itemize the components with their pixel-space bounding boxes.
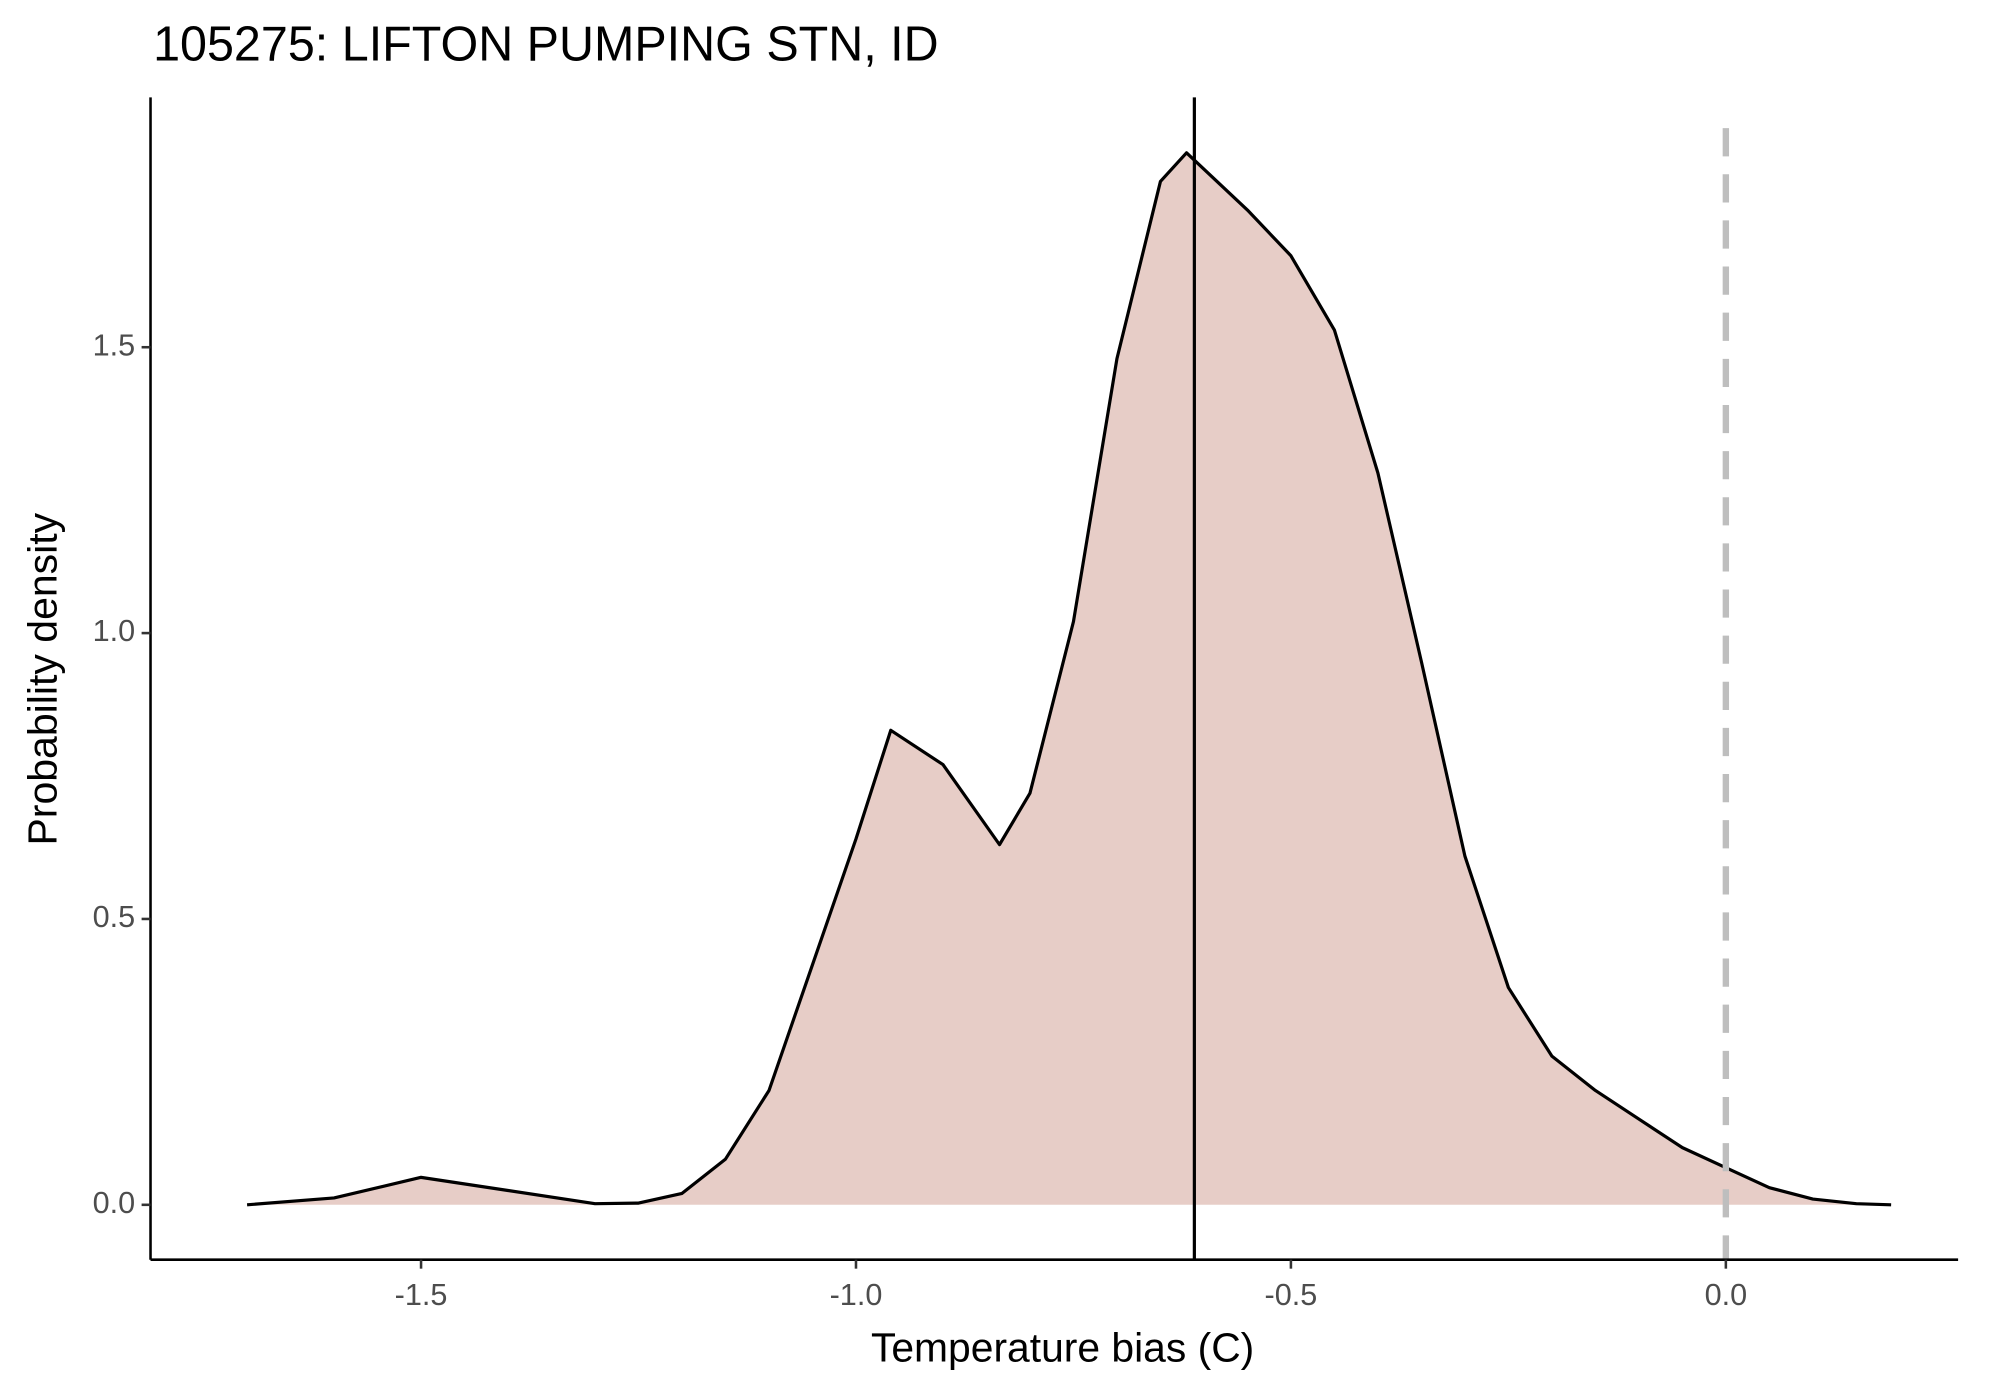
x-tick-label: -1.0 <box>830 1277 883 1312</box>
x-tick-label: 0.0 <box>1705 1277 1748 1312</box>
density-area <box>247 152 1892 1205</box>
x-tick-label: -0.5 <box>1265 1277 1318 1312</box>
y-tick-label: 0.0 <box>93 1185 136 1220</box>
y-tick-label: 0.5 <box>93 899 136 934</box>
y-axis-label: Probability density <box>20 512 66 845</box>
chart-title: 105275: LIFTON PUMPING STN, ID <box>153 17 939 71</box>
y-tick-label: 1.5 <box>93 327 136 362</box>
density-line <box>246 151 1892 1207</box>
y-tick-label: 1.0 <box>93 613 136 648</box>
x-tick-label: -1.5 <box>395 1277 448 1312</box>
x-axis-label: Temperature bias (C) <box>871 1324 1254 1370</box>
